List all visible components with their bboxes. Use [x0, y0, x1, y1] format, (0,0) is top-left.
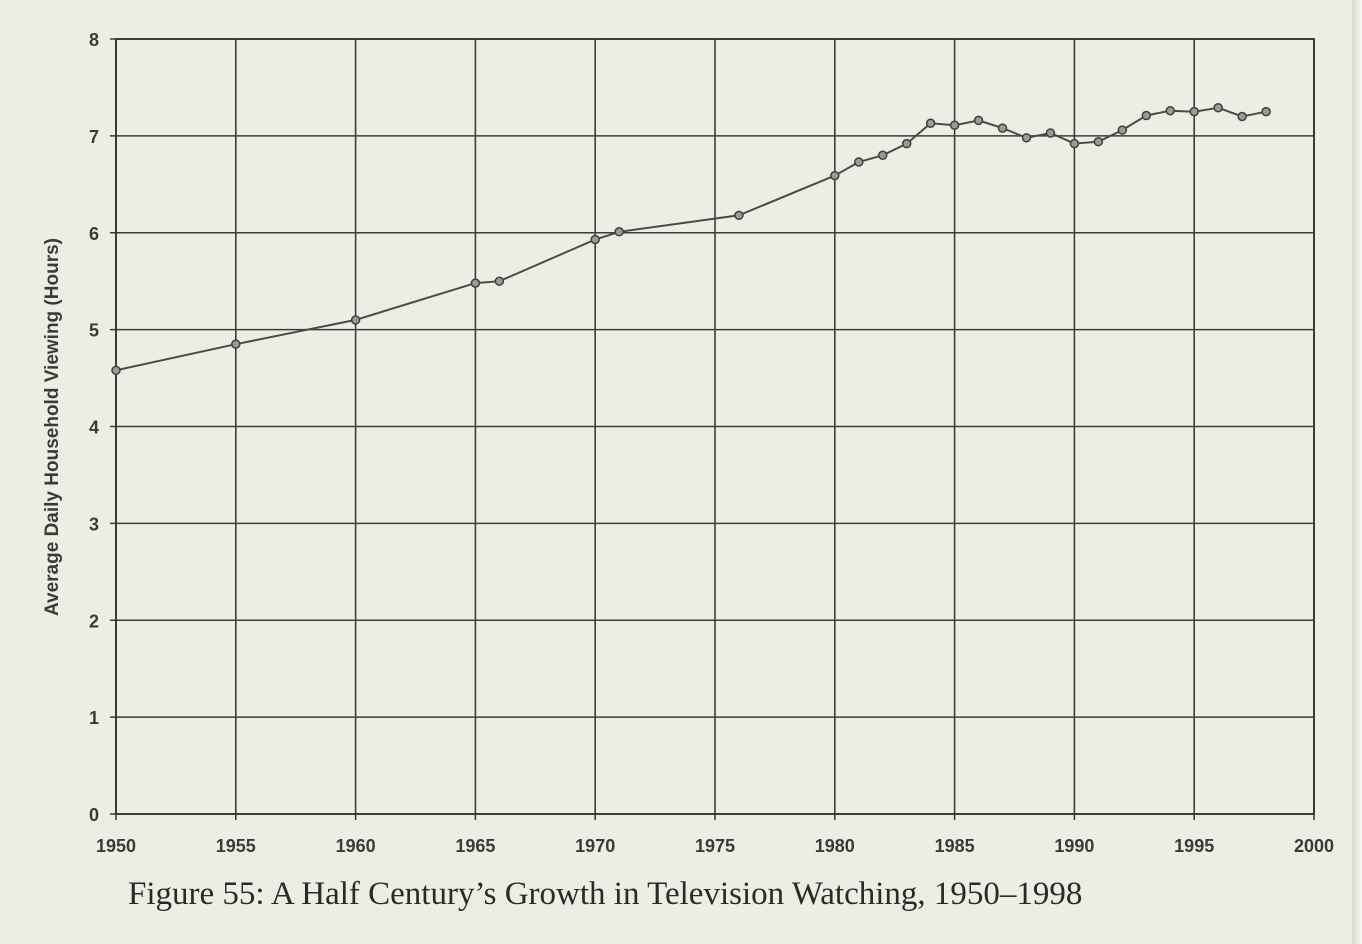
x-tick-label: 1985	[935, 836, 975, 856]
data-point	[734, 210, 744, 221]
x-tick-label: 1970	[575, 836, 615, 856]
x-tick-label: 1975	[695, 836, 735, 856]
chart-grid	[110, 38, 1315, 820]
data-point	[877, 150, 888, 160]
data-point	[470, 278, 481, 288]
data-point	[111, 365, 121, 376]
data-point	[830, 170, 840, 181]
x-tick-label: 1990	[1054, 836, 1094, 856]
x-tick-label: 1955	[216, 836, 256, 856]
y-tick-label: 1	[89, 708, 99, 728]
y-tick-label: 0	[89, 805, 99, 825]
series-line	[115, 106, 1267, 372]
y-tick-label: 3	[89, 514, 99, 534]
data-point	[1117, 125, 1128, 135]
data-point	[1237, 111, 1247, 122]
data-point	[1141, 110, 1152, 121]
y-axis-ticks: 0 1 2 3 4 5 6 7 8	[89, 30, 99, 825]
y-tick-label: 7	[89, 127, 99, 147]
data-point	[1093, 136, 1104, 147]
y-tick-label: 2	[89, 611, 99, 631]
data-point	[854, 157, 864, 167]
data-point	[614, 227, 624, 237]
x-tick-label: 1980	[815, 836, 855, 856]
data-series	[111, 103, 1271, 376]
figure-caption: Figure 55: A Half Century’s Growth in Te…	[128, 876, 1083, 912]
x-tick-label: 1960	[336, 836, 376, 856]
x-axis-ticks: 1950 1955 1960 1965 1970 1975 1980 1985 1990 1995…	[96, 836, 1334, 856]
y-tick-label: 5	[89, 321, 99, 341]
data-point	[494, 276, 505, 286]
data-point	[901, 138, 912, 149]
data-point	[997, 123, 1008, 133]
x-tick-label: 2000	[1294, 836, 1334, 856]
x-tick-label: 1995	[1174, 836, 1214, 856]
page-edge-shadow	[1352, 0, 1362, 944]
y-tick-label: 4	[89, 418, 99, 438]
plot-frame	[115, 38, 1315, 815]
data-point	[1045, 128, 1056, 138]
data-point	[973, 115, 984, 126]
data-point	[1069, 138, 1080, 149]
x-tick-label: 1950	[96, 836, 136, 856]
data-point	[1261, 106, 1271, 117]
y-axis-title: Average Daily Household Viewing (Hours)	[42, 238, 63, 616]
y-tick-label: 6	[89, 224, 99, 244]
x-tick-label: 1965	[455, 836, 495, 856]
data-point	[1165, 105, 1175, 116]
data-point	[350, 315, 361, 325]
data-point	[1021, 133, 1032, 143]
data-point	[925, 118, 936, 129]
data-point	[949, 120, 960, 130]
data-point	[231, 339, 241, 349]
y-tick-label: 8	[89, 30, 99, 50]
data-point	[1189, 106, 1199, 117]
data-point	[590, 234, 600, 245]
data-point	[1213, 103, 1223, 113]
